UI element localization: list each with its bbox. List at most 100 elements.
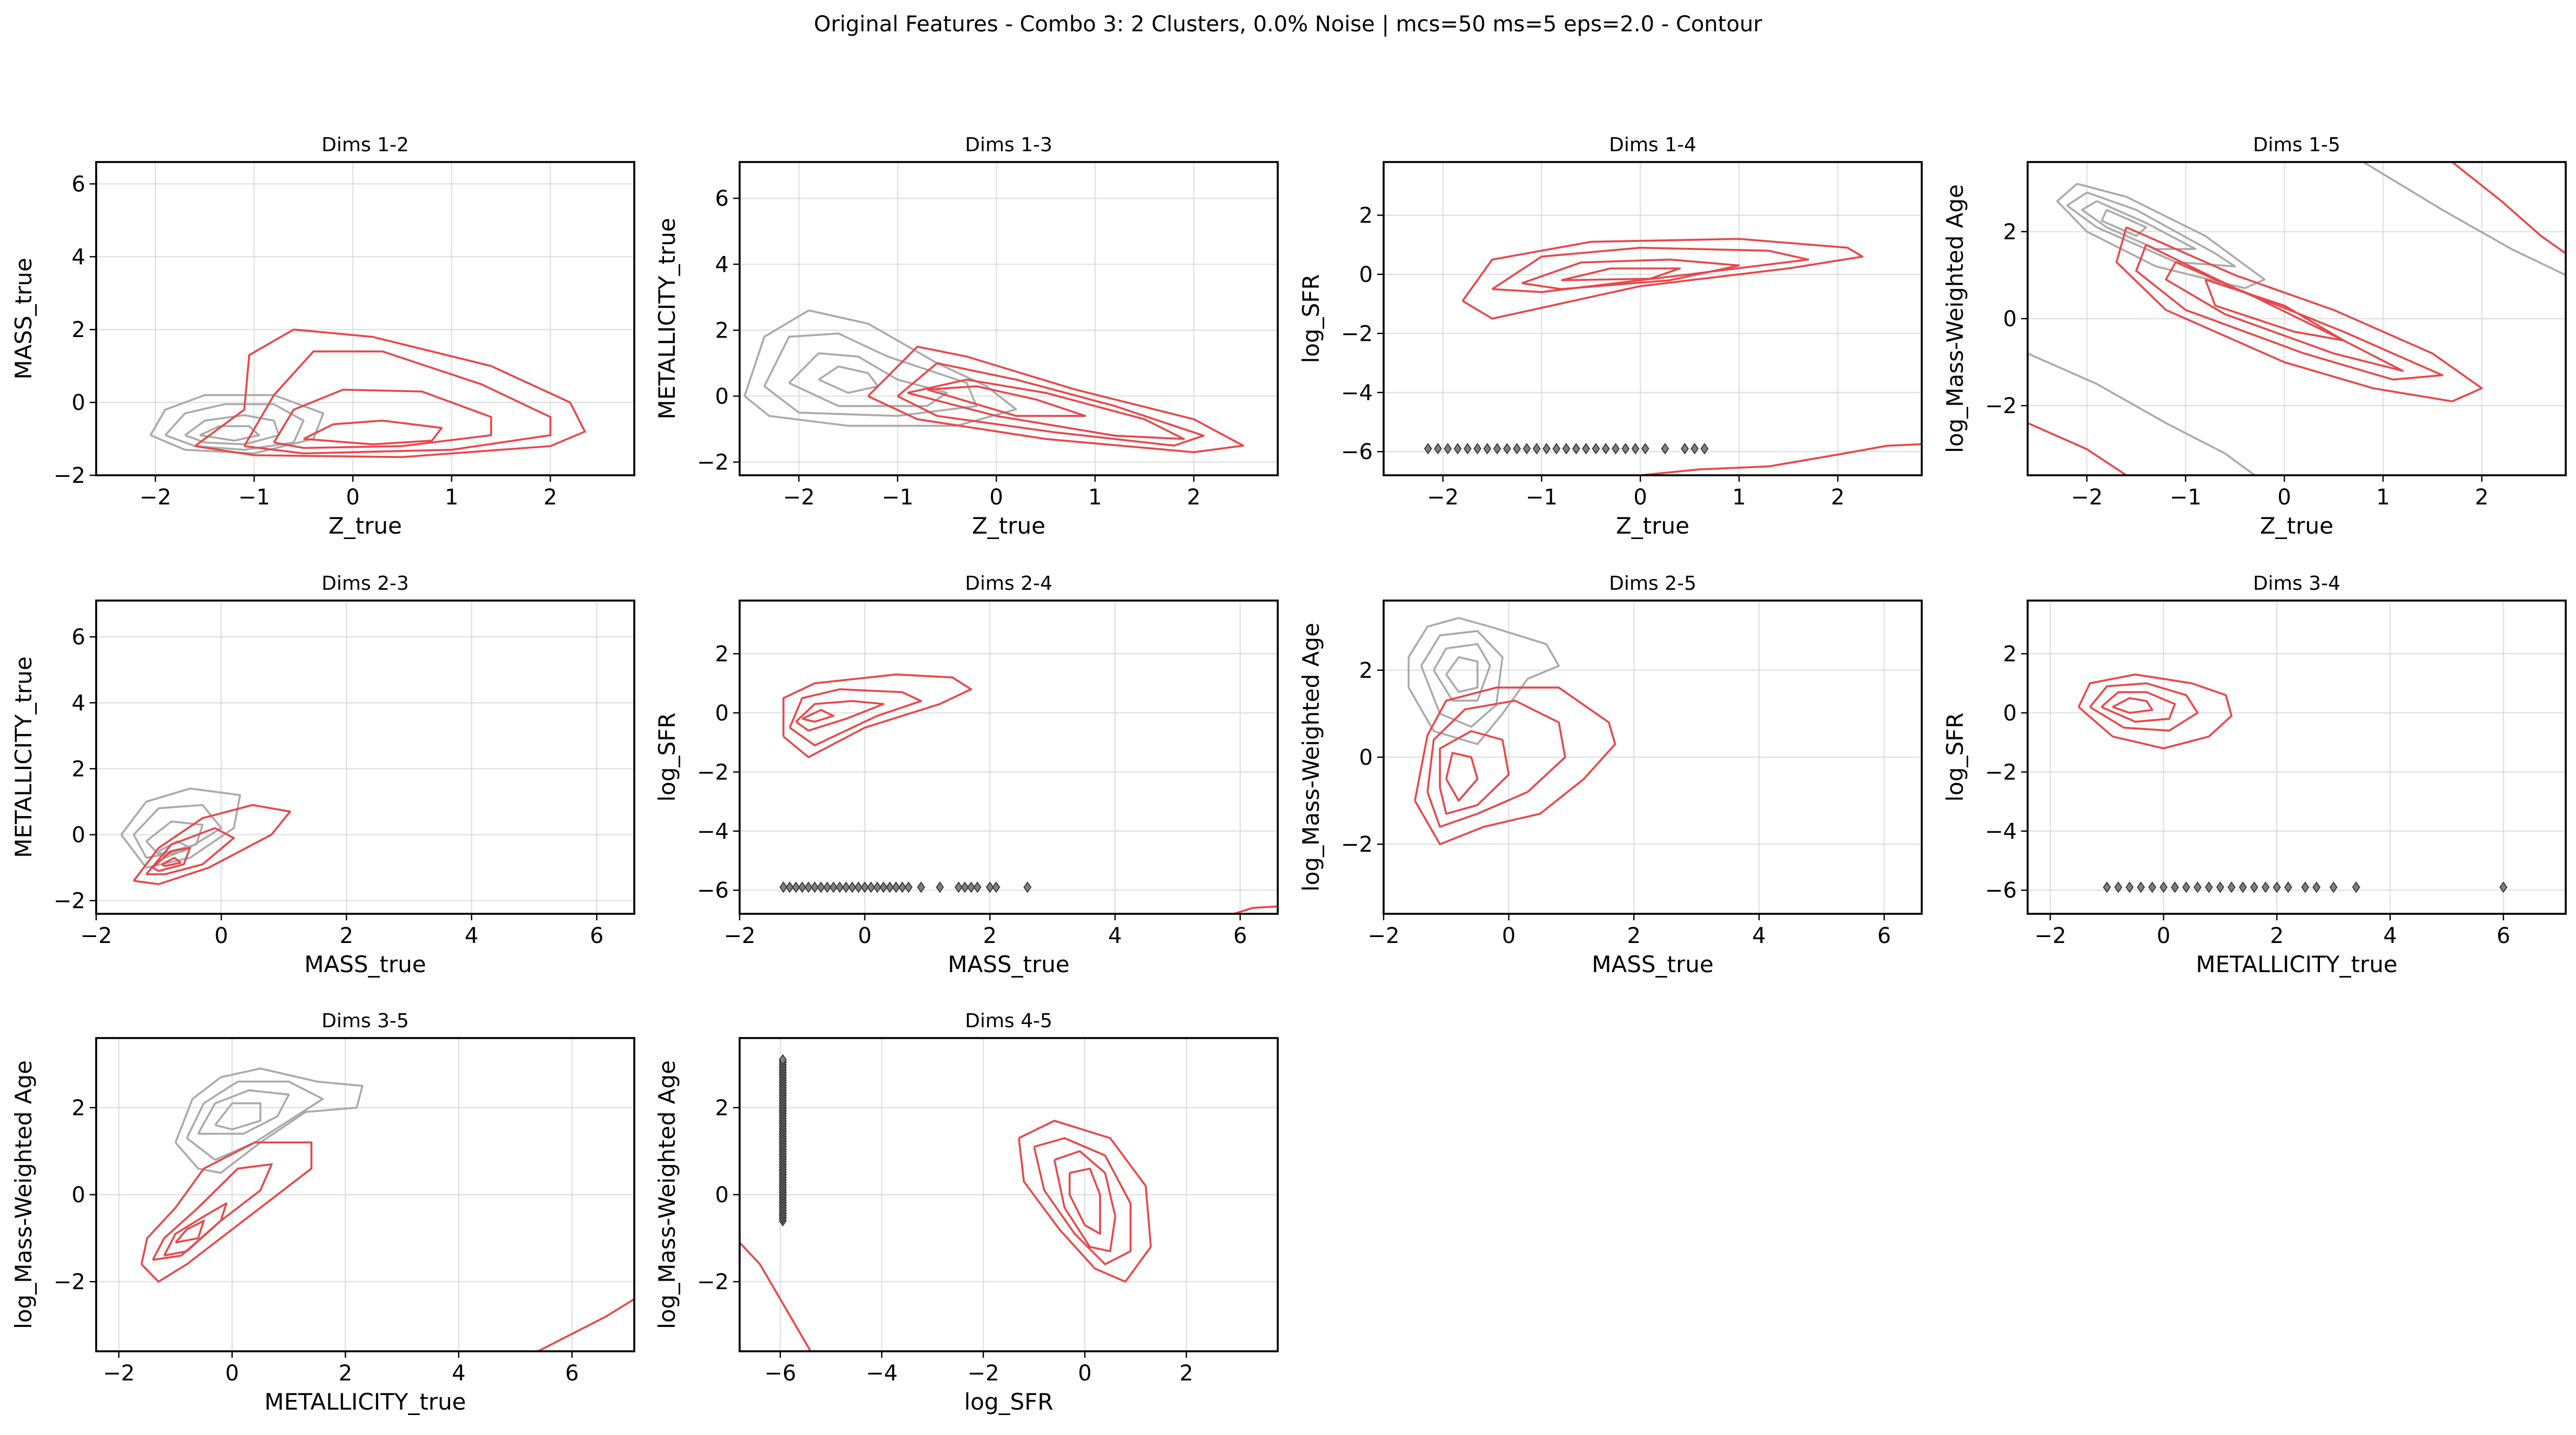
y-tick-label: 0 <box>2003 307 2017 332</box>
x-axis-label: MASS_true <box>304 951 426 978</box>
x-tick-label: −2 <box>2034 924 2066 948</box>
x-tick-label: 2 <box>1179 1361 1193 1386</box>
y-tick-label: 0 <box>72 823 85 847</box>
y-axis-label: MASS_true <box>10 258 37 379</box>
y-tick-label: −2 <box>697 1270 729 1295</box>
x-tick-label: −6 <box>764 1361 796 1386</box>
cluster-0-contour-level-4 <box>819 367 878 393</box>
cluster-0-contour-level-4 <box>1446 657 1478 692</box>
y-tick-label: −6 <box>1341 440 1373 464</box>
y-tick-label: 0 <box>2003 701 2017 726</box>
x-tick-label: 2 <box>544 485 557 510</box>
x-tick-label: −2 <box>2071 485 2103 510</box>
panel-title: Dims 1-4 <box>1609 134 1696 156</box>
cluster-1-contour-level-4 <box>2112 698 2152 713</box>
x-tick-label: 1 <box>2376 485 2390 510</box>
y-tick-label: −2 <box>1985 394 2017 419</box>
y-tick-label: 4 <box>72 691 85 716</box>
plot-area <box>142 1068 634 1351</box>
y-tick-label: 2 <box>715 318 729 343</box>
plot-area <box>744 311 1243 453</box>
y-tick-label: 2 <box>72 757 85 781</box>
panel-title: Dims 1-3 <box>965 134 1052 156</box>
edge-contour-1 <box>2363 162 2566 275</box>
x-tick-label: 1 <box>445 485 458 510</box>
subplot-7: −2 0 2 4 6−202Dims 2-5MASS_truelog_Mass-Weig… <box>1298 572 1922 978</box>
subplot-6: −2 0 2 4 6 −6 −4 −2 0 2 Dims 2-4 MASS_true log_SFR <box>654 572 1278 978</box>
x-tick-label: 2 <box>1187 485 1200 510</box>
x-axis-label: log_SFR <box>964 1389 1053 1415</box>
y-axis-label: log_Mass-Weighted Age <box>10 1060 37 1329</box>
x-tick-label: 4 <box>1752 924 1766 948</box>
y-axis-label: METALLICITY_true <box>10 656 37 858</box>
plot-area <box>780 675 1278 914</box>
x-axis-label: MASS_true <box>1592 951 1713 978</box>
x-tick-label: −2 <box>139 485 171 510</box>
x-tick-label: −2 <box>1368 924 1400 948</box>
y-tick-label: 0 <box>1359 262 1373 287</box>
x-axis-label: METALLICITY_true <box>2196 951 2397 978</box>
x-tick-label: −2 <box>103 1361 135 1386</box>
axes-frame <box>1384 162 1922 475</box>
y-tick-label: −2 <box>53 889 85 914</box>
cluster-1-contour-level-1 <box>868 347 1243 452</box>
panel-title: Dims 2-5 <box>1609 572 1696 595</box>
edge-contour-1 <box>538 1299 634 1351</box>
plot-area <box>1408 618 1615 844</box>
x-tick-label: 0 <box>1502 924 1515 948</box>
subplot-5: −2 0 2 4 6−20246Dims 2-3MASS_trueMETALLICITY… <box>10 572 634 978</box>
cluster-1-contour-level-1 <box>1463 239 1862 319</box>
subplot-4: −2 −1 0 1 2−202Dims 1-5Z_truelog_Mass-Weight… <box>1942 134 2566 539</box>
y-axis-label: log_SFR <box>1298 274 1324 363</box>
cluster-0-contour-level-1 <box>2057 184 2265 288</box>
x-tick-label: 0 <box>1633 485 1647 510</box>
cluster-0-contour-level-1 <box>744 311 1016 426</box>
plot-area <box>2078 675 2507 892</box>
cluster-1-contour-level-4 <box>1446 753 1478 801</box>
y-axis-label: log_Mass-Weighted Age <box>1298 623 1324 892</box>
x-tick-label: −2 <box>81 924 112 948</box>
cluster-0-contour-level-4 <box>200 426 259 441</box>
x-tick-label: −1 <box>882 485 914 510</box>
axes-frame <box>96 162 634 475</box>
figure-suptitle: Original Features - Combo 3: 2 Clusters,… <box>814 12 1762 37</box>
y-tick-label: 2 <box>2003 220 2017 245</box>
x-tick-label: 2 <box>983 924 997 948</box>
x-tick-label: 0 <box>2277 485 2291 510</box>
x-axis-label: Z_true <box>2260 513 2333 539</box>
cluster-0-contour-level-3 <box>198 1090 289 1134</box>
x-tick-label: 2 <box>339 1361 352 1386</box>
plot-area <box>151 329 585 457</box>
y-tick-label: 6 <box>715 186 729 211</box>
x-tick-label: 6 <box>1233 924 1247 948</box>
panel-title: Dims 3-5 <box>321 1010 409 1032</box>
y-tick-label: −2 <box>53 1270 85 1295</box>
y-axis-label: log_SFR <box>654 712 680 801</box>
y-tick-label: −2 <box>1341 321 1373 346</box>
y-tick-label: −4 <box>1985 819 2017 844</box>
y-axis-label: log_SFR <box>1942 712 1968 801</box>
subplot-1: −2 −1 0 1 2−20246Dims 1-2Z_trueMASS_true <box>10 134 634 539</box>
y-tick-label: −6 <box>697 878 729 903</box>
x-tick-label: 4 <box>465 924 478 948</box>
panel-title: Dims 4-5 <box>965 1010 1052 1032</box>
x-tick-label: 0 <box>346 485 359 510</box>
cluster-0-contour-level-3 <box>2082 201 2196 250</box>
axes-frame <box>740 601 1278 914</box>
y-tick-label: −6 <box>1985 878 2017 903</box>
y-tick-label: 0 <box>715 1183 729 1208</box>
y-tick-label: 2 <box>2003 642 2017 666</box>
y-tick-label: 0 <box>715 384 729 409</box>
y-axis-label: log_Mass-Weighted Age <box>654 1060 680 1329</box>
x-tick-label: 6 <box>565 1361 579 1386</box>
y-axis-label: log_Mass-Weighted Age <box>1942 184 1968 453</box>
panel-title: Dims 2-3 <box>321 572 409 595</box>
x-axis-label: METALLICITY_true <box>264 1389 466 1415</box>
x-tick-label: 0 <box>858 924 871 948</box>
x-tick-label: −4 <box>866 1361 898 1386</box>
y-tick-label: 4 <box>715 252 729 277</box>
y-tick-label: −2 <box>53 463 85 488</box>
x-tick-label: 6 <box>2497 924 2510 948</box>
y-tick-label: 2 <box>1359 203 1373 228</box>
x-tick-label: 1 <box>1732 485 1746 510</box>
